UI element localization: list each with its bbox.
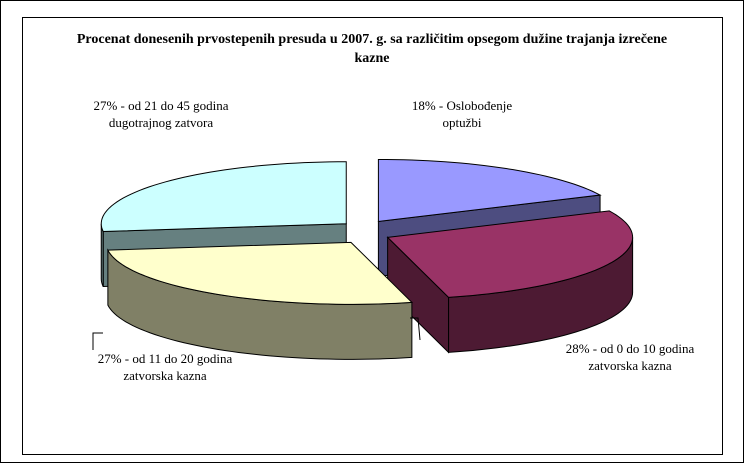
data-label: 27% - od 21 do 45 godina dugotrajnog zat…	[93, 98, 229, 130]
leader-line	[410, 317, 421, 341]
data-label: 18% - Oslobođenje optužbi	[411, 98, 513, 130]
slice	[386, 210, 634, 298]
slice	[100, 161, 347, 233]
data-label: 27% - od 11 do 20 godina zatvorska kazna	[97, 351, 233, 383]
pie	[100, 158, 634, 360]
slice-wall	[100, 223, 104, 287]
chart-title: Procenat donesenih prvostepenih presuda …	[76, 32, 668, 66]
slice	[377, 158, 602, 223]
plot-frame	[22, 17, 723, 455]
slice	[107, 241, 414, 305]
data-label: 28% - od 0 do 10 godina zatvorska kazna	[565, 341, 695, 373]
leader-line	[92, 332, 103, 350]
